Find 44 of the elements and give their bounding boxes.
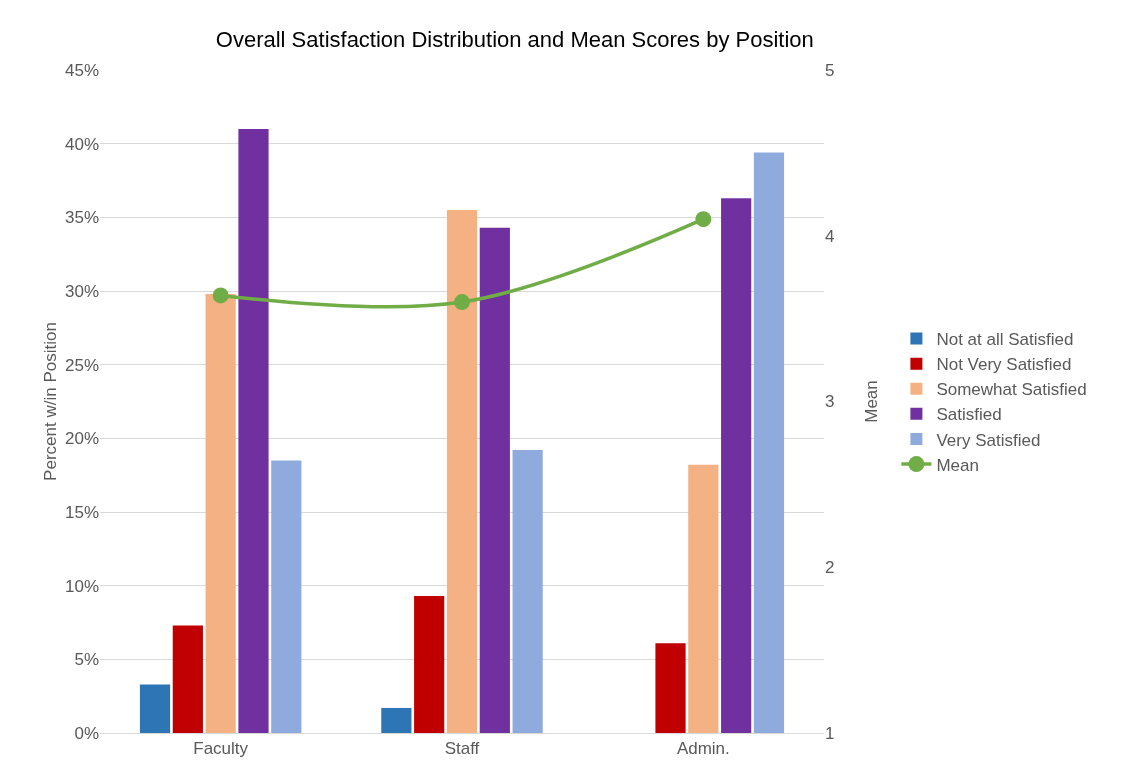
y2-tick-label: 4 bbox=[825, 226, 835, 246]
bar bbox=[688, 464, 719, 733]
bar bbox=[753, 152, 785, 733]
bar bbox=[139, 684, 171, 733]
point bbox=[212, 287, 229, 304]
legend-label: Not Very Satisfied bbox=[936, 355, 1072, 375]
legend-label: Somewhat Satisfied bbox=[936, 380, 1087, 400]
legend-label: Very Satisfied bbox=[936, 430, 1041, 450]
x-tick-label: Staff bbox=[444, 739, 480, 759]
y-tick-label: 0% bbox=[74, 723, 99, 743]
y2-axis-title: Mean bbox=[861, 380, 881, 423]
bar bbox=[271, 460, 302, 733]
y-tick-label: 35% bbox=[64, 208, 99, 228]
y-tick-label: 45% bbox=[64, 60, 99, 80]
y2-tick-label: 1 bbox=[825, 723, 835, 743]
y-tick-label: 15% bbox=[64, 502, 99, 522]
y-axis-title: Percent w/in Position bbox=[41, 322, 60, 481]
y-tick-label: 20% bbox=[64, 429, 99, 449]
y-tick-label: 5% bbox=[74, 650, 99, 670]
y2-tick-label: 3 bbox=[825, 392, 835, 412]
bar bbox=[446, 209, 478, 733]
y-tick-label: 40% bbox=[64, 134, 99, 154]
legend-label: Satisfied bbox=[936, 405, 1002, 425]
chart-title: Overall Satisfaction Distribution and Mean Scores by Position bbox=[215, 26, 814, 52]
bar bbox=[205, 293, 236, 733]
bar bbox=[512, 450, 543, 733]
bar bbox=[414, 595, 445, 733]
legend-label: Mean bbox=[936, 455, 979, 475]
x-tick-label: Faculty bbox=[193, 739, 249, 759]
legend-label: Not at all Satisfied bbox=[936, 330, 1074, 350]
bar bbox=[721, 198, 752, 733]
y2-tick-label: 2 bbox=[825, 558, 835, 578]
bar bbox=[479, 227, 510, 733]
bar bbox=[172, 625, 203, 733]
bar bbox=[238, 128, 269, 733]
y-tick-label: 25% bbox=[64, 355, 99, 375]
point bbox=[695, 211, 712, 228]
x-tick-label: Admin. bbox=[676, 739, 730, 759]
bar bbox=[655, 643, 686, 733]
y-tick-label: 30% bbox=[64, 281, 99, 301]
y2-tick-label: 5 bbox=[825, 60, 835, 80]
point bbox=[454, 294, 470, 311]
bar bbox=[381, 707, 412, 733]
y-tick-label: 10% bbox=[64, 576, 99, 596]
